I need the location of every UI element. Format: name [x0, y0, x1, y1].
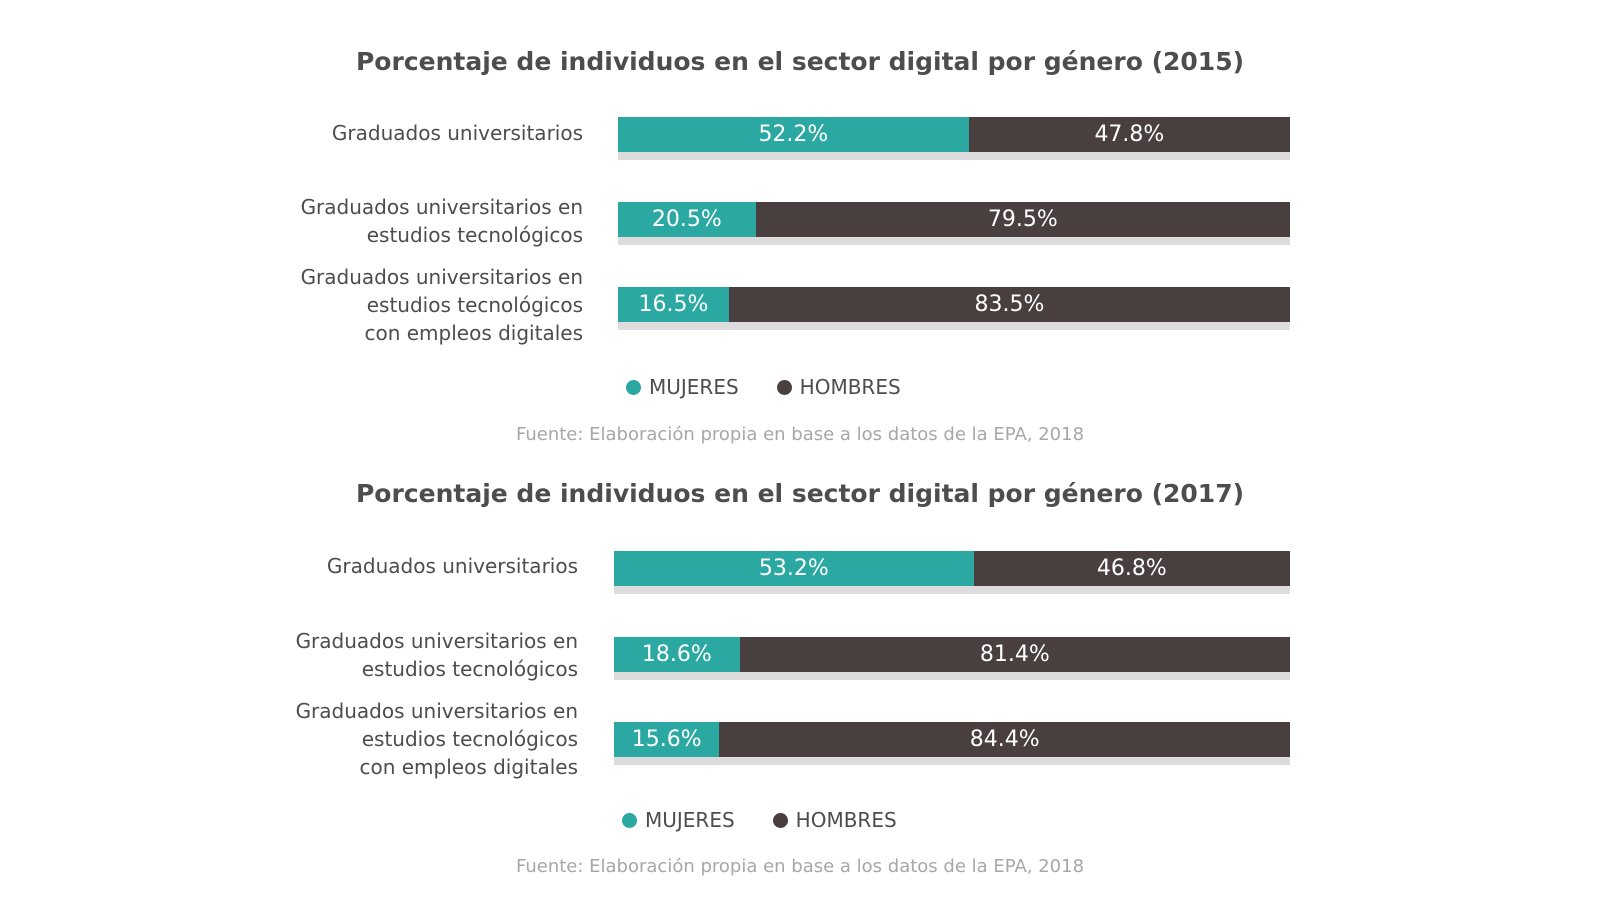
legend: MUJERES HOMBRES [622, 808, 897, 832]
bar-shadow [618, 152, 1290, 160]
data-label: 84.4% [969, 727, 1040, 752]
bar-segment-mujeres: 52.2% [618, 117, 969, 152]
bar-segment-hombres: 83.5% [728, 287, 1290, 322]
bar-segment-hombres: 81.4% [739, 637, 1290, 672]
stacked-bar: 52.2% 47.8% [618, 117, 1290, 152]
bar-shadow [614, 586, 1290, 594]
source-note: Fuente: Elaboración propia en base a los… [515, 856, 1085, 877]
bar-segment-hombres: 84.4% [719, 722, 1290, 757]
legend-swatch-mujeres [626, 379, 641, 395]
stacked-bar: 53.2% 46.8% [614, 551, 1290, 586]
legend-item-mujeres: MUJERES [622, 808, 735, 832]
category-label: Graduados universitarios en estudios tec… [295, 629, 578, 681]
legend: MUJERES HOMBRES [626, 375, 901, 399]
data-label: 47.8% [1094, 122, 1165, 147]
bar-segment-mujeres: 15.6% [614, 722, 720, 757]
legend-label-mujeres: MUJERES [645, 808, 735, 832]
bar-shadow [614, 672, 1290, 680]
legend-swatch-mujeres [622, 812, 637, 828]
category-label: Graduados universitarios en estudios tec… [300, 265, 583, 345]
data-label: 83.5% [974, 292, 1045, 317]
data-label: 20.5% [651, 207, 722, 232]
data-label: 81.4% [979, 642, 1050, 667]
stacked-bar: 18.6% 81.4% [614, 637, 1290, 672]
chart-title: Porcentaje de individuos en el sector di… [355, 479, 1245, 508]
legend-swatch-hombres [772, 812, 788, 828]
legend-item-mujeres: MUJERES [626, 375, 739, 399]
source-note: Fuente: Elaboración propia en base a los… [515, 424, 1085, 445]
bar-shadow [618, 322, 1290, 330]
stacked-bar: 15.6% 84.4% [614, 722, 1290, 757]
data-label: 52.2% [758, 122, 829, 147]
legend-swatch-hombres [776, 379, 792, 395]
legend-item-hombres: HOMBRES [776, 375, 901, 399]
data-label: 46.8% [1096, 556, 1167, 581]
bar-shadow [618, 237, 1290, 245]
category-label: Graduados universitarios en estudios tec… [300, 195, 583, 247]
bar-shadow [614, 757, 1290, 765]
category-label: Graduados universitarios [331, 121, 583, 145]
legend-label-hombres: HOMBRES [795, 808, 897, 832]
bar-segment-mujeres: 20.5% [618, 202, 756, 237]
bar-segment-hombres: 47.8% [968, 117, 1290, 152]
chart-title: Porcentaje de individuos en el sector di… [355, 47, 1245, 76]
bar-segment-hombres: 46.8% [973, 551, 1290, 586]
data-label: 15.6% [631, 727, 702, 752]
data-label: 18.6% [641, 642, 712, 667]
data-label: 16.5% [638, 292, 709, 317]
legend-label-hombres: HOMBRES [799, 375, 901, 399]
bar-segment-mujeres: 16.5% [618, 287, 729, 322]
category-label: Graduados universitarios en estudios tec… [295, 699, 578, 779]
bar-segment-mujeres: 18.6% [614, 637, 740, 672]
stacked-bar: 16.5% 83.5% [618, 287, 1290, 322]
legend-item-hombres: HOMBRES [772, 808, 897, 832]
bar-segment-mujeres: 53.2% [614, 551, 974, 586]
category-label: Graduados universitarios [326, 554, 578, 578]
stacked-bar: 20.5% 79.5% [618, 202, 1290, 237]
data-label: 53.2% [758, 556, 829, 581]
data-label: 79.5% [987, 207, 1058, 232]
bar-segment-hombres: 79.5% [755, 202, 1290, 237]
legend-label-mujeres: MUJERES [649, 375, 739, 399]
